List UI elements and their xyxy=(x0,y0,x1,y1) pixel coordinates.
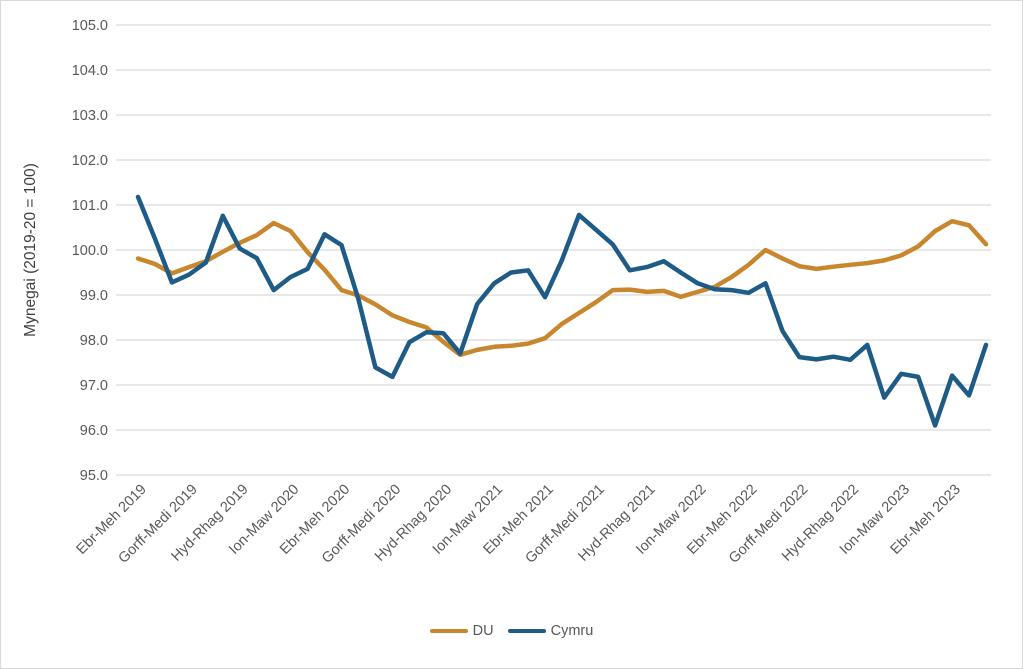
y-tick-label: 102.0 xyxy=(72,153,108,169)
legend-label-cymru: Cymru xyxy=(550,623,594,639)
cymru-line-swatch xyxy=(507,628,546,634)
chart-legend: DU Cymru xyxy=(1,623,1022,639)
y-tick-label: 98.0 xyxy=(80,333,108,349)
du-line-swatch xyxy=(429,628,468,634)
du-line xyxy=(135,218,989,358)
y-tick-label: 99.0 xyxy=(80,288,108,304)
y-tick-label: 104.0 xyxy=(72,63,108,79)
legend-label-du: DU xyxy=(472,623,494,639)
y-tick-label: 101.0 xyxy=(72,198,108,214)
cymru-line xyxy=(135,194,989,428)
y-tick-label: 100.0 xyxy=(72,243,108,259)
y-tick-label: 97.0 xyxy=(80,378,108,394)
y-axis-title: Mynegai (2019-20 = 100) xyxy=(22,163,39,337)
y-tick-label: 105.0 xyxy=(72,18,108,34)
legend-item-du: DU xyxy=(429,623,494,639)
legend-item-cymru: Cymru xyxy=(507,623,594,639)
y-tick-label: 96.0 xyxy=(80,423,108,439)
y-tick-label: 95.0 xyxy=(80,468,108,484)
y-tick-label: 103.0 xyxy=(72,108,108,124)
